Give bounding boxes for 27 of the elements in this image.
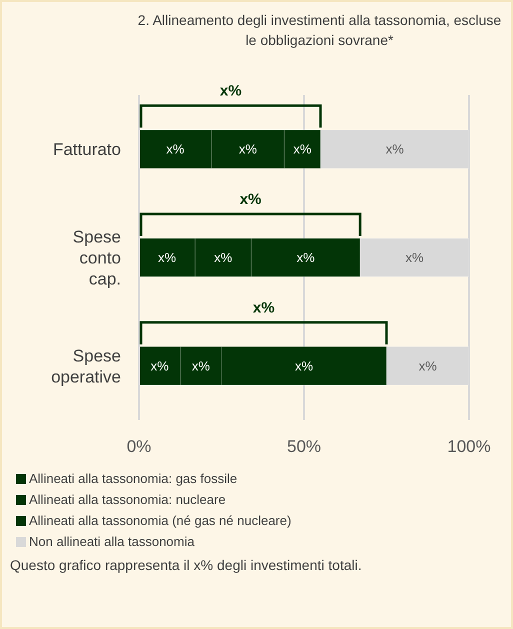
text: Questo grafico rappresenta il x% degli investimenti totali. — [10, 557, 362, 573]
data-label: x% — [150, 358, 170, 374]
data-label: x% — [166, 142, 185, 157]
legend-label: Allineati alla tassonomia (né gas né nucleare) — [29, 513, 292, 528]
data-label: x% — [214, 250, 233, 265]
x-tick-label: 0% — [126, 437, 152, 456]
data-label: x% — [158, 250, 177, 265]
legend-label: Allineati alla tassonomia: gas fossile — [29, 471, 238, 486]
annotation: x% — [240, 191, 262, 208]
y-tick-label: Spese conto cap. — [72, 227, 121, 288]
data-label: x% — [418, 358, 438, 374]
chart-title: 2. Allineamento degli investimenti alla tassonomia, escluse le obbligazioni sovrane* — [136, 11, 502, 50]
data-label: x% — [238, 142, 258, 157]
data-label: x% — [296, 250, 316, 265]
data-label: x% — [192, 358, 210, 374]
legend-label: Non allineati alla tassonomia — [29, 534, 194, 549]
legend-label: Allineati alla tassonomia: nucleare — [29, 492, 226, 507]
annotation: x% — [252, 299, 275, 316]
y-tick-label: Fatturato — [52, 140, 121, 159]
data-label: x% — [406, 250, 424, 265]
data-label: x% — [294, 358, 314, 374]
x-tick-label: 50% — [286, 437, 322, 456]
data-label: x% — [293, 142, 312, 157]
data-label: x% — [386, 142, 404, 157]
y-tick-label: Spese operative — [51, 346, 121, 386]
x-tick-label: 100% — [447, 437, 491, 456]
annotation: x% — [220, 82, 242, 100]
